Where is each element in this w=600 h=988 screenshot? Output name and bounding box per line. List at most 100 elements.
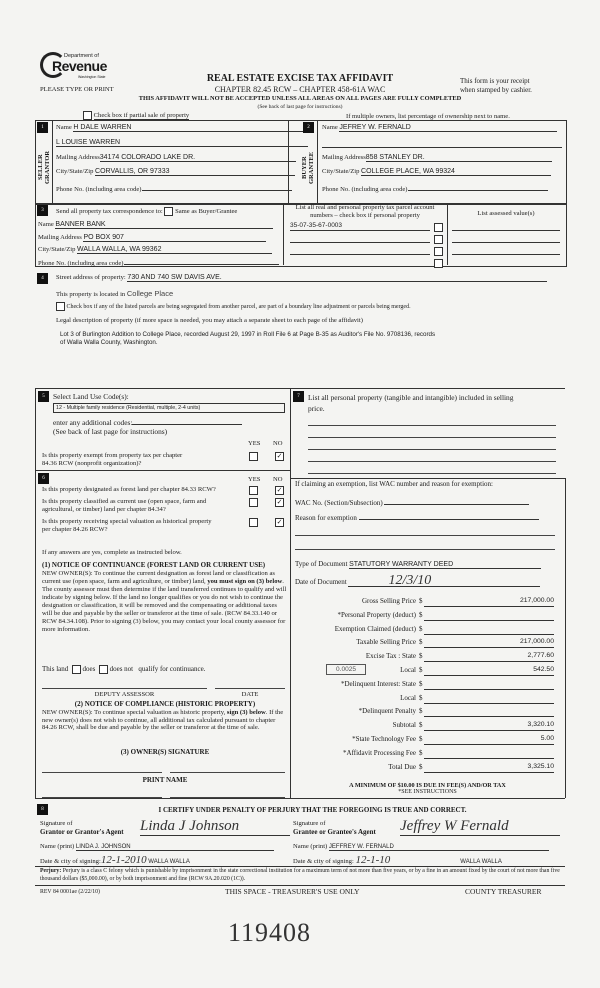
section-6-no-checkbox[interactable]: ✓	[275, 486, 284, 495]
fee-currency: $	[419, 610, 423, 619]
deputy-assessor-signature-line[interactable]	[42, 688, 207, 689]
personal-property-line[interactable]	[308, 425, 556, 426]
fee-value-field[interactable]	[424, 694, 554, 704]
please-type-or-print: PLEASE TYPE OR PRINT	[40, 86, 114, 93]
parcel-number-field[interactable]	[290, 234, 430, 243]
correspondence-name[interactable]: BANNER BANK	[55, 221, 274, 229]
partial-sale-checkbox-row[interactable]: Check box if partial sale of property	[83, 111, 190, 121]
wac-field[interactable]	[384, 496, 530, 505]
assessed-value-field[interactable]	[452, 222, 560, 231]
correspondence-mailing[interactable]: PO BOX 907	[83, 234, 267, 242]
this-land-label: This land	[42, 665, 69, 674]
multiple-owners-note: If multiple owners, list percentage of o…	[346, 113, 510, 120]
correspondence-phone[interactable]	[123, 257, 279, 265]
exempt-no-checkbox[interactable]: ✓	[275, 452, 284, 461]
fee-value-field[interactable]	[424, 611, 554, 621]
exemption-label: If claiming an exemption, list WAC numbe…	[295, 480, 493, 488]
does-not-qualify-checkbox[interactable]	[98, 665, 108, 674]
fee-value-field[interactable]: 5.00	[424, 735, 554, 745]
parcel-header-2: numbers – check box if personal property	[310, 212, 420, 219]
parcel-number-field[interactable]	[290, 258, 430, 267]
personal-property-checkbox[interactable]	[434, 223, 443, 232]
owner-print-name-line[interactable]	[170, 797, 285, 798]
buyer-mailing-address[interactable]: 858 STANLEY DR.	[365, 154, 552, 162]
grantee-signature[interactable]: Jeffrey W Fernald	[400, 818, 560, 836]
grantor-signing-date[interactable]: 12-1-2010	[100, 854, 147, 866]
section-6-yes-checkbox[interactable]	[249, 486, 258, 495]
section-6-yes-checkbox[interactable]	[249, 498, 258, 507]
legal-description-line-2[interactable]: of Walla Walla County, Washington.	[60, 339, 158, 346]
fee-value-field[interactable]: 3,320.10	[424, 721, 554, 732]
partial-sale-checkbox[interactable]	[83, 111, 92, 120]
local-rate-box[interactable]: 0.0025	[326, 664, 366, 675]
section-5-number: 5	[38, 391, 49, 402]
assessed-value-field[interactable]	[452, 234, 560, 243]
section-6-no-checkbox[interactable]: ✓	[275, 498, 284, 507]
seller-city-state-zip[interactable]: CORVALLIS, OR 97333	[95, 168, 296, 176]
parcel-number-field[interactable]: 35-07-35-67-0003	[290, 222, 430, 231]
segregated-parcel-checkbox[interactable]	[56, 302, 65, 311]
personal-property-line[interactable]	[308, 461, 556, 462]
fee-label: Local	[400, 666, 416, 674]
grantee-printed-name[interactable]: JEFFREY W. FERNALD	[328, 844, 549, 851]
street-address-label: Street address of property:	[56, 274, 126, 281]
fee-value-field[interactable]	[424, 707, 554, 718]
personal-property-checkbox[interactable]	[434, 235, 443, 244]
located-in-value[interactable]: College Place	[126, 289, 174, 298]
reason-field[interactable]	[358, 511, 539, 520]
owner-signature-line[interactable]	[42, 772, 162, 773]
section-6-no-checkbox[interactable]: ✓	[275, 518, 284, 527]
fee-value-field[interactable]: 2,777.60	[424, 652, 554, 663]
grantee-signing-date[interactable]: 12-1-10	[355, 854, 391, 866]
same-as-buyer-checkbox[interactable]	[164, 207, 174, 216]
document-type-value[interactable]: STATUTORY WARRANTY DEED	[349, 561, 542, 569]
additional-codes-field[interactable]	[132, 416, 243, 425]
fee-value-field[interactable]	[424, 625, 554, 635]
legal-description-line-1[interactable]: Lot 3 of Burlington Addition to College …	[60, 331, 436, 338]
street-address[interactable]: 730 AND 740 SW DAVIS AVE.	[127, 274, 548, 282]
document-date-value[interactable]: 12/3/10	[348, 574, 541, 588]
buyer-name-1[interactable]: JEFREY W. FERNALD	[339, 124, 558, 132]
parcel-number-field[interactable]	[290, 246, 430, 255]
buyer-name-2[interactable]	[322, 139, 562, 148]
logo-revenue: Revenue	[52, 58, 107, 74]
grantor-signing-city[interactable]: WALLA WALLA	[148, 859, 190, 865]
fee-currency: $	[419, 735, 423, 743]
correspondence-city[interactable]: WALLA WALLA, WA 99362	[77, 246, 273, 254]
personal-property-line[interactable]	[308, 473, 556, 474]
if-yes-instruction: If any answers are yes, complete as inst…	[42, 549, 182, 556]
fee-value-field[interactable]: 542.50	[424, 666, 554, 676]
fee-label: *Affidavit Processing Fee	[343, 748, 416, 757]
personal-property-checkbox[interactable]	[434, 247, 443, 256]
fee-value-field[interactable]	[424, 749, 554, 759]
fee-value-field[interactable]	[424, 680, 554, 690]
assessed-value-field[interactable]	[452, 246, 560, 255]
grantor-printed-name[interactable]: LINDA J. JOHNSON	[75, 844, 274, 851]
assessor-date-line[interactable]	[215, 688, 285, 689]
section-3-number: 3	[37, 205, 48, 216]
owner-signature-line[interactable]	[170, 772, 285, 773]
personal-property-checkbox[interactable]	[434, 259, 443, 268]
section-6-yes-checkbox[interactable]	[249, 518, 258, 527]
county-treasurer-label: COUNTY TREASURER	[465, 887, 542, 896]
land-use-code-select[interactable]: 12 - Multiple family residence (Resident…	[53, 403, 285, 413]
land-use-see-back: (See back of last page for instructions)	[53, 427, 168, 436]
personal-property-line[interactable]	[308, 449, 556, 450]
grantee-signing-city[interactable]: WALLA WALLA	[460, 859, 502, 865]
seller-name-2[interactable]: L LOUISE WARREN	[56, 139, 308, 147]
seller-phone-field[interactable]	[141, 182, 292, 191]
assessed-value-field[interactable]	[452, 258, 560, 267]
seller-name-1[interactable]: H DALE WARREN	[73, 124, 304, 132]
grantor-signature[interactable]: Linda J Johnson	[140, 818, 290, 836]
does-qualify-checkbox[interactable]	[71, 665, 81, 674]
seller-mailing-address[interactable]: 34174 COLORADO LAKE DR.	[99, 154, 296, 162]
owner-print-name-line[interactable]	[42, 797, 162, 798]
buyer-phone-field[interactable]	[407, 182, 548, 191]
land-use-title: Select Land Use Code(s):	[53, 392, 129, 401]
fee-value-field[interactable]: 217,000.00	[424, 597, 554, 607]
fee-value-field[interactable]: 3,325.10	[424, 763, 554, 773]
exempt-yes-checkbox[interactable]	[249, 452, 258, 461]
fee-value-field[interactable]: 217,000.00	[424, 638, 554, 649]
buyer-city-state-zip[interactable]: COLLEGE PLACE, WA 99324	[361, 168, 552, 176]
personal-property-line[interactable]	[308, 437, 556, 438]
